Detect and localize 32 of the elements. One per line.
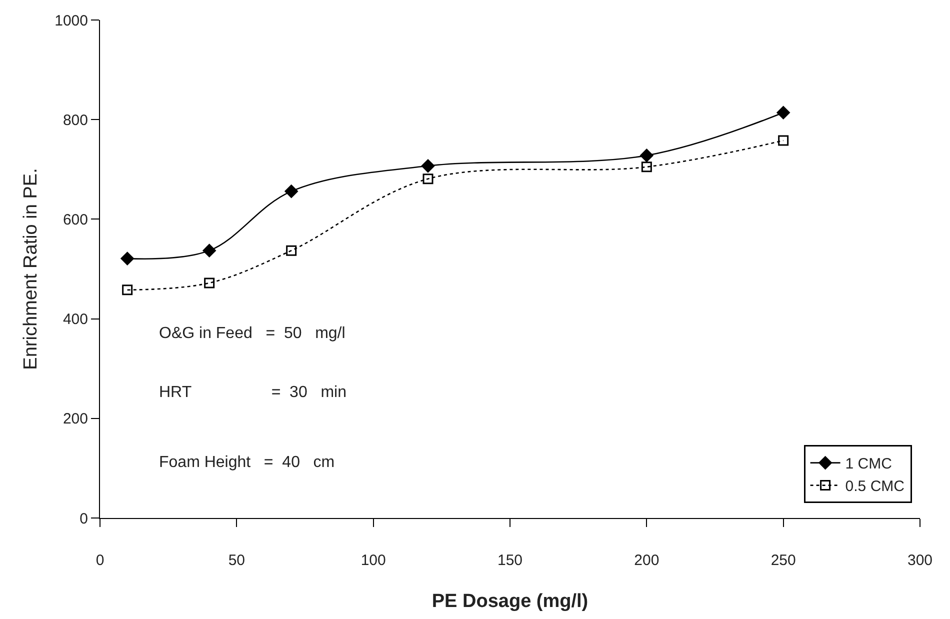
legend-label: 0.5 CMC bbox=[845, 478, 905, 496]
x-tick-label: 100 bbox=[360, 552, 386, 569]
point bbox=[778, 135, 789, 146]
point bbox=[120, 252, 134, 266]
point bbox=[640, 148, 654, 162]
point bbox=[122, 284, 133, 296]
y-axis-title: Enrichment Ratio in PE. bbox=[20, 168, 42, 370]
point bbox=[641, 162, 652, 172]
x-tick-label: 150 bbox=[497, 552, 523, 569]
y-tick-label: 800 bbox=[62, 112, 88, 129]
y-tick-label: 200 bbox=[62, 410, 88, 428]
x-tick-label: 250 bbox=[770, 552, 796, 569]
annotation: HRT = 30 min bbox=[159, 384, 346, 401]
point bbox=[202, 244, 216, 258]
point bbox=[421, 159, 435, 173]
x-tick-label: 200 bbox=[634, 552, 660, 569]
legend-label: 1 CMC bbox=[845, 456, 892, 473]
x-tick-label: 300 bbox=[907, 552, 933, 569]
x-tick-label: 50 bbox=[228, 552, 246, 569]
x-tick-label: 0 bbox=[96, 552, 104, 569]
point bbox=[422, 174, 434, 184]
y-tick-label: 600 bbox=[62, 211, 88, 228]
y-tick-label: 0 bbox=[80, 510, 88, 528]
point bbox=[204, 278, 215, 288]
point bbox=[286, 245, 297, 256]
annotation: Foam Height = 40 cm bbox=[159, 454, 335, 471]
annotation: O&G in Feed = 50 mg/l bbox=[159, 325, 346, 342]
point bbox=[284, 184, 298, 198]
point bbox=[776, 106, 790, 120]
y-tick-label: 1000 bbox=[54, 12, 88, 30]
y-tick-label: 400 bbox=[62, 311, 88, 328]
x-axis-title: PE Dosage (mg/l) bbox=[432, 590, 588, 612]
